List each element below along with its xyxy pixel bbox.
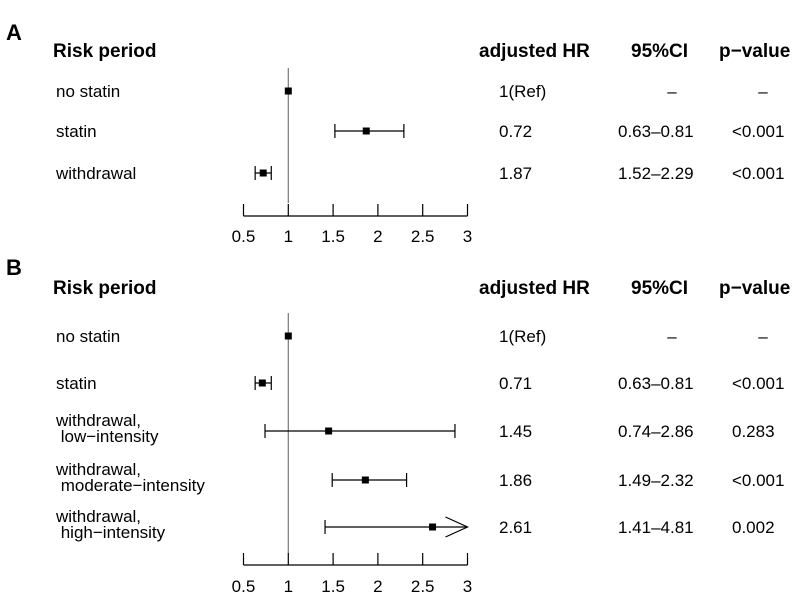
panel-a-ci-value: 1.52–2.29 xyxy=(618,164,694,183)
panel-b-x-axis: 0.5 1 1.5 2 2.5 3 xyxy=(232,553,472,596)
panel-a-row: no statin 1(Ref) – – xyxy=(56,82,768,101)
panel-a-row-label-line: no statin xyxy=(56,82,120,101)
panel-b-row-label: withdrawal, moderate−intensity xyxy=(55,460,205,495)
panel-b-point-estimate xyxy=(258,379,266,387)
panel-b-point-estimate xyxy=(325,427,333,435)
panel-b-header-adjusted-hr: adjusted HR xyxy=(479,278,590,299)
panel-b: B Risk period adjusted HR 95%CI p−value … xyxy=(6,255,790,596)
panel-b-x-tick-label: 2 xyxy=(373,577,382,596)
panel-b-ci-value: 0.63–0.81 xyxy=(618,374,694,393)
panel-b-ci-value: 1.41–4.81 xyxy=(618,518,694,537)
panel-a-x-tick-label: 1 xyxy=(284,227,293,246)
panel-b-ci-value: 1.49–2.32 xyxy=(618,471,694,490)
panel-b-row-label-line: low−intensity xyxy=(56,427,159,446)
panel-b-row-label-line: withdrawal, xyxy=(55,460,141,479)
panel-b-point-estimate xyxy=(361,476,369,484)
panel-b-header-p-value: p−value xyxy=(719,278,790,299)
panel-b-ci-value: – xyxy=(667,327,677,346)
panel-a-hr-value: 0.72 xyxy=(499,122,532,141)
panel-b-x-tick-label: 3 xyxy=(463,577,472,596)
panel-a-x-tick-label: 3 xyxy=(463,227,472,246)
panel-a-p-value: <0.001 xyxy=(732,164,784,183)
panel-a-row-label: statin xyxy=(56,122,97,141)
panel-a: A Risk period adjusted HR 95%CI p−value … xyxy=(6,20,790,246)
panel-b-x-tick-label: 1.5 xyxy=(321,577,345,596)
panel-b-row-label: withdrawal, low−intensity xyxy=(55,411,159,446)
panel-a-row-label: no statin xyxy=(56,82,120,101)
panel-a-row: withdrawal 1.87 1.52–2.29 <0.001 xyxy=(55,164,784,183)
panel-b-letter: B xyxy=(6,255,22,280)
panel-b-row-label-line: high−intensity xyxy=(56,523,166,542)
panel-a-point-estimate xyxy=(259,169,267,177)
panel-b-row-label: statin xyxy=(56,374,97,393)
panel-b-ci-value: 0.74–2.86 xyxy=(618,422,694,441)
panel-b-x-tick-label: 1 xyxy=(284,577,293,596)
panel-b-row: withdrawal, low−intensity 1.45 0.74–2.86 0.… xyxy=(55,411,775,446)
panel-b-header-risk-period: Risk period xyxy=(53,278,156,299)
panel-b-p-value: 0.002 xyxy=(732,518,775,537)
panel-b-row-label-line: no statin xyxy=(56,327,120,346)
panel-a-plot-area: 0.5 1 1.5 2 2.5 3 no statin 1(Ref) – – statin 0.72 0… xyxy=(55,68,784,246)
panel-a-x-tick-label: 2 xyxy=(373,227,382,246)
panel-b-hr-value: 2.61 xyxy=(499,518,532,537)
panel-b-row-label-line: withdrawal, xyxy=(55,411,141,430)
panel-a-hr-value: 1.87 xyxy=(499,164,532,183)
panel-b-p-value: <0.001 xyxy=(732,374,784,393)
panel-b-row: no statin 1(Ref) – – xyxy=(56,327,768,346)
panel-b-hr-value: 1.45 xyxy=(499,422,532,441)
panel-b-hr-value: 0.71 xyxy=(499,374,532,393)
panel-b-plot-area: 0.5 1 1.5 2 2.5 3 no statin 1(Ref) – – statin 0.71 0… xyxy=(55,313,784,596)
panel-a-point-estimate xyxy=(284,87,292,95)
panel-a-header-risk-period: Risk period xyxy=(53,41,156,62)
panel-a-ci-value: 0.63–0.81 xyxy=(618,122,694,141)
panel-a-ci-value: – xyxy=(667,82,677,101)
panel-a-letter: A xyxy=(6,20,22,45)
panel-a-header-ci: 95%CI xyxy=(631,41,688,62)
panel-b-hr-value: 1.86 xyxy=(499,471,532,490)
panel-a-x-tick-label: 2.5 xyxy=(411,227,435,246)
panel-b-row-label-line: withdrawal, xyxy=(55,507,141,526)
panel-b-x-tick-label: 0.5 xyxy=(232,577,256,596)
panel-a-hr-value: 1(Ref) xyxy=(499,82,546,101)
panel-b-row: withdrawal, moderate−intensity 1.86 1.49–2… xyxy=(55,460,784,495)
panel-a-x-tick-label: 0.5 xyxy=(232,227,256,246)
panel-b-row: statin 0.71 0.63–0.81 <0.001 xyxy=(56,374,784,393)
panel-a-header-p-value: p−value xyxy=(719,41,790,62)
panel-b-point-estimate xyxy=(429,523,437,531)
panel-b-header-ci: 95%CI xyxy=(631,278,688,299)
panel-b-row-label: no statin xyxy=(56,327,120,346)
panel-a-x-tick-label: 1.5 xyxy=(321,227,345,246)
panel-a-row-label-line: withdrawal xyxy=(55,164,136,183)
panel-b-row: withdrawal, high−intensity 2.61 1.41–4.81 0… xyxy=(55,507,775,542)
panel-b-row-label: withdrawal, high−intensity xyxy=(55,507,166,542)
panel-a-p-value: <0.001 xyxy=(732,122,784,141)
panel-b-row-label-line: moderate−intensity xyxy=(56,476,205,495)
panel-b-row-label-line: statin xyxy=(56,374,97,393)
panel-b-p-value: <0.001 xyxy=(732,471,784,490)
panel-b-p-value: 0.283 xyxy=(732,422,775,441)
panel-a-row: statin 0.72 0.63–0.81 <0.001 xyxy=(56,122,784,141)
panel-a-header-adjusted-hr: adjusted HR xyxy=(479,41,590,62)
panel-a-p-value: – xyxy=(758,82,768,101)
panel-b-hr-value: 1(Ref) xyxy=(499,327,546,346)
panel-b-ci-arrow xyxy=(445,516,469,538)
panel-a-x-axis: 0.5 1 1.5 2 2.5 3 xyxy=(232,204,472,246)
panel-b-p-value: – xyxy=(758,327,768,346)
panel-a-row-label-line: statin xyxy=(56,122,97,141)
panel-b-point-estimate xyxy=(284,332,292,340)
panel-b-x-tick-label: 2.5 xyxy=(411,577,435,596)
panel-a-point-estimate xyxy=(362,127,370,135)
panel-a-row-label: withdrawal xyxy=(55,164,136,183)
